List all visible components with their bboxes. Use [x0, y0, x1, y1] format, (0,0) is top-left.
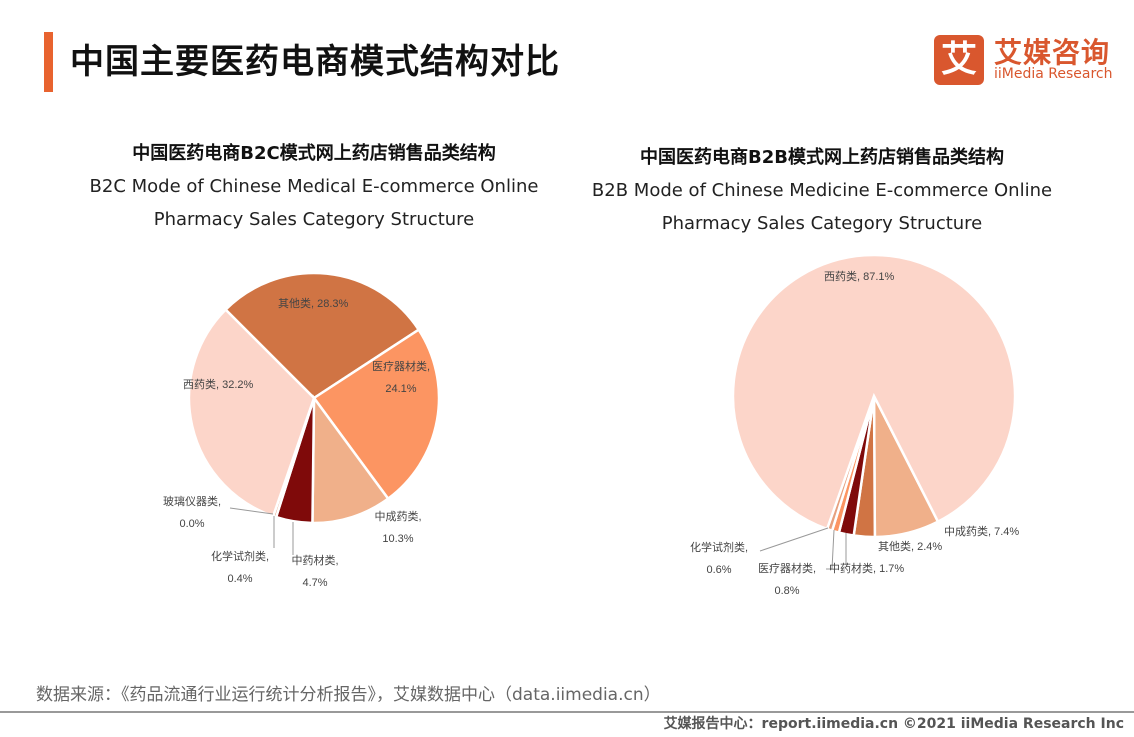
footer-divider: [0, 711, 1134, 713]
b2c-label-other: 其他类, 28.3%: [278, 298, 349, 310]
b2b-label-herb: 中药材类, 1.7%: [829, 563, 905, 575]
label-value: 10.3%: [382, 533, 414, 545]
b2c-label-glass: 玻璃仪器类, 0.0%: [152, 491, 232, 535]
b2c-subtitle-line-2: Pharmacy Sales Category Structure: [153, 209, 475, 230]
logo-mark: 艾: [934, 35, 984, 85]
leader-lines: [229, 507, 847, 570]
b2b-label-patent: 中成药类, 7.4%: [944, 526, 1020, 538]
logo-name-cn: 艾媒咨询: [994, 36, 1111, 69]
b2c-label-herb: 中药材类, 4.7%: [285, 550, 345, 594]
pie-slice-中成药类: [311, 394, 390, 525]
label-name: 玻璃仪器类,: [162, 496, 222, 508]
b2b-label-device: 医疗器材类, 0.8%: [748, 558, 826, 602]
b2c-label-western: 西药类, 32.2%: [183, 379, 254, 391]
b2b-subtitle-line-2: Pharmacy Sales Category Structure: [661, 213, 983, 234]
label-name: 医疗器材类,: [371, 361, 431, 373]
b2c-label-device: 医疗器材类, 24.1%: [366, 356, 436, 400]
pie-slice-西药类: [731, 253, 1017, 531]
pie-slice-医疗器材类: [312, 327, 441, 501]
label-value: 24.1%: [385, 383, 417, 395]
label-name: 中药材类,: [291, 555, 339, 567]
b2b-chart-title: 中国医药电商B2B模式网上药店销售品类结构: [640, 147, 1004, 168]
pie-slice-西药类: [187, 307, 316, 518]
b2c-pie: [187, 271, 441, 525]
logo-name-en: iiMedia Research: [994, 66, 1113, 82]
label-name: 中成药类,: [374, 511, 422, 523]
label-value: 0.6%: [706, 564, 732, 576]
label-name: 化学试剂类,: [689, 542, 749, 554]
leader-line-glass: [229, 507, 274, 515]
label-name: 医疗器材类,: [757, 563, 817, 575]
leader-line-b2b-chem: [759, 527, 829, 552]
b2b-chart-subtitle: B2B Mode of Chinese Medicine E-commerce …: [572, 174, 1072, 240]
label-value: 0.0%: [179, 518, 205, 530]
b2b-label-chem: 化学试剂类, 0.6%: [682, 537, 756, 581]
b2c-chart-title: 中国医药电商B2C模式网上药店销售品类结构: [132, 143, 496, 164]
b2c-subtitle-line-1: B2C Mode of Chinese Medical E-commerce O…: [89, 176, 539, 197]
pie-slice-其他类: [223, 271, 421, 400]
footer-text: 艾媒报告中心：report.iimedia.cn ©2021 iiMedia R…: [663, 716, 1124, 732]
b2c-chart-subtitle: B2C Mode of Chinese Medical E-commerce O…: [64, 170, 564, 236]
b2b-label-other: 其他类, 2.4%: [878, 541, 943, 553]
leader-line-b2b-device: [826, 529, 835, 570]
label-value: 4.7%: [302, 577, 328, 589]
label-value: 0.8%: [774, 585, 800, 597]
b2b-label-western: 西药类, 87.1%: [824, 271, 895, 283]
data-source-note: 数据来源：《药品流通行业运行统计分析报告》，艾媒数据中心（data.iimedi…: [36, 685, 661, 705]
b2b-pie: [731, 253, 1017, 539]
b2c-label-patent: 中成药类, 10.3%: [368, 506, 428, 550]
page-title: 中国主要医药电商模式结构对比: [70, 42, 560, 82]
b2b-subtitle-line-1: B2B Mode of Chinese Medicine E-commerce …: [591, 180, 1053, 201]
title-accent-bar: [44, 32, 53, 92]
label-value: 0.4%: [227, 573, 253, 585]
iimedia-logo: 艾 艾媒咨询 iiMedia Research: [934, 31, 1114, 87]
label-name: 化学试剂类,: [210, 551, 270, 563]
b2c-label-chem: 化学试剂类, 0.4%: [204, 546, 276, 590]
